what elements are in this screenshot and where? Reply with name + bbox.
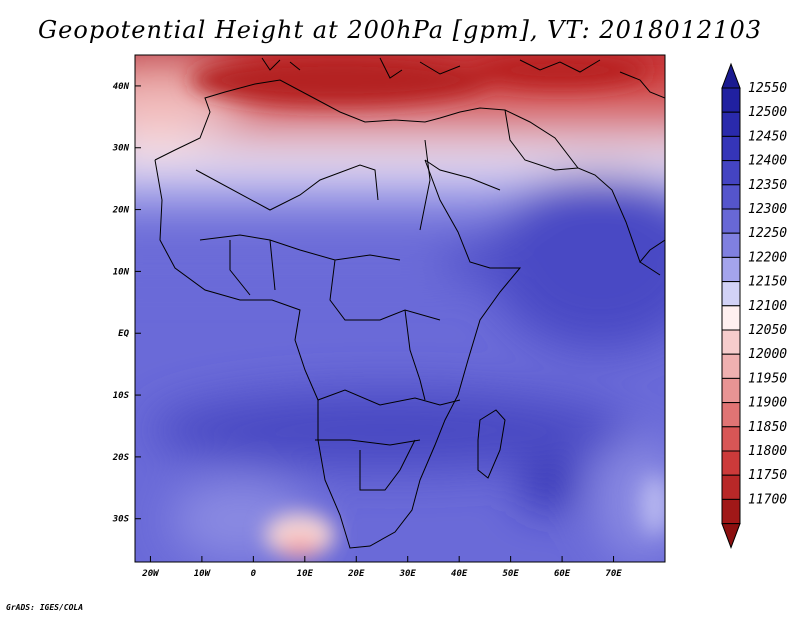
colorbar-swatch <box>721 111 741 137</box>
lat-tick-label: 20S <box>112 453 130 463</box>
lon-tick-label: 70E <box>605 569 622 579</box>
grads-credit: GrADS: IGES/COLA <box>6 603 84 612</box>
lon-tick-label: 50E <box>502 569 519 579</box>
lon-tick-label: 10E <box>297 569 314 579</box>
height-field <box>135 55 665 562</box>
colorbar-swatch <box>721 426 741 452</box>
colorbar-bottom-triangle <box>721 523 741 550</box>
colorbar-swatch <box>721 87 741 113</box>
colorbar-label: 12200 <box>748 250 787 265</box>
map-frame <box>134 54 666 563</box>
colorbar-swatch <box>721 305 741 331</box>
colorbar-swatch <box>721 329 741 355</box>
lon-tick-label: 60E <box>554 569 571 579</box>
colorbar-swatch <box>721 256 741 283</box>
colorbar-label: 12050 <box>748 323 787 338</box>
colorbar-swatch <box>721 377 741 404</box>
map-title: Geopotential Height at 200hPa [gpm], VT:… <box>38 16 762 44</box>
colorbar-label: 11950 <box>748 371 787 386</box>
colorbar-label: 11900 <box>748 396 787 411</box>
colorbar-swatch <box>721 135 741 162</box>
lat-tick-label: EQ <box>118 329 129 339</box>
colorbar-label: 12000 <box>748 347 787 362</box>
colorbar-label: 11850 <box>748 420 787 435</box>
colorbar-label: 11800 <box>748 444 787 459</box>
colorbar-label: 11700 <box>748 492 787 507</box>
lon-tick-label: 20E <box>347 569 365 579</box>
lat-tick-label: 10S <box>113 391 130 401</box>
colorbar-swatch <box>721 184 741 210</box>
lat-tick-label: 10N <box>113 267 130 277</box>
colorbar-label: 12550 <box>748 81 787 96</box>
colorbar-label: 12150 <box>748 275 787 290</box>
lon-tick-label: 10W <box>194 569 212 579</box>
colorbar-top-triangle <box>721 62 741 89</box>
lat-tick-label: 30S <box>112 515 130 525</box>
colorbar-swatch <box>721 498 741 525</box>
colorbar-label: 12250 <box>748 226 787 241</box>
colorbar-label: 12350 <box>748 178 787 193</box>
lon-tick-label: 0 <box>251 569 257 579</box>
coastline-outlines <box>154 57 665 549</box>
lon-tick-label: 40E <box>451 569 468 579</box>
colorbar-swatch <box>721 353 741 379</box>
lat-tick-label: 20N <box>112 206 130 216</box>
colorbar-swatch <box>721 232 741 258</box>
colorbar-label: 12100 <box>748 299 787 314</box>
colorbar-swatch <box>721 208 741 234</box>
colorbar-label: 12300 <box>748 202 787 217</box>
lat-tick-label: 30N <box>112 144 130 154</box>
lon-tick-label: 30E <box>399 569 417 579</box>
lon-tick-label: 20W <box>141 569 160 579</box>
colorbar-swatch <box>721 281 741 307</box>
colorbar-swatch <box>721 402 741 428</box>
colorbar-label: 12500 <box>748 105 787 120</box>
colorbar-label: 12400 <box>748 154 787 169</box>
colorbar-swatch <box>721 450 741 476</box>
lat-tick-label: 40N <box>113 82 130 92</box>
colorbar-label: 11750 <box>748 468 787 483</box>
colorbar-swatch <box>721 160 741 186</box>
colorbar-swatch <box>721 474 741 500</box>
colorbar-label: 12450 <box>748 129 787 144</box>
